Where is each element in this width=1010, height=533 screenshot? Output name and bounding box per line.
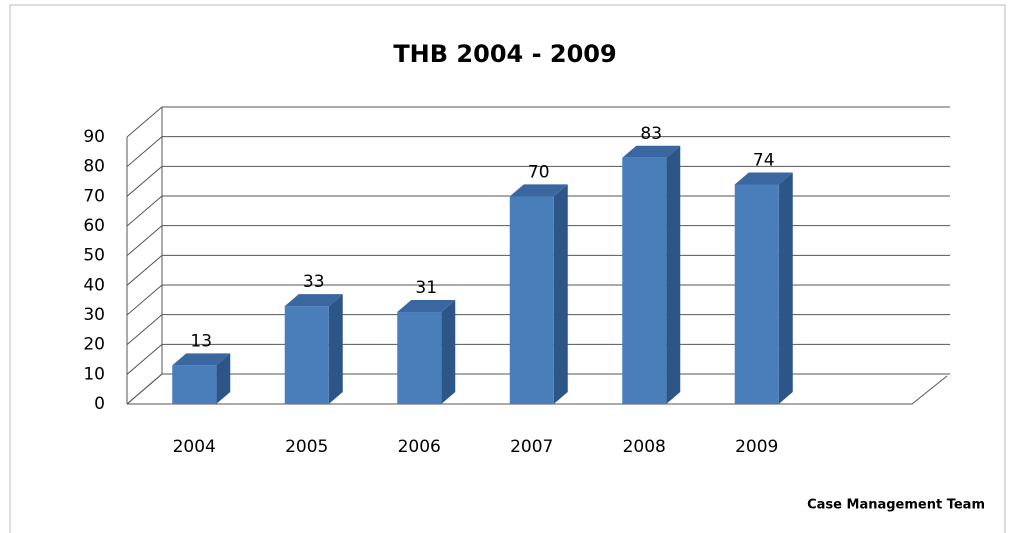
y-tick-label: 10: [83, 364, 105, 384]
y-tick-label: 60: [83, 216, 105, 236]
bar-top: [509, 184, 568, 197]
footer: Case Management Team: [807, 498, 985, 513]
y-tick-label: 70: [83, 186, 105, 206]
y-tick-label: 90: [83, 127, 105, 147]
grid-line: [126, 254, 950, 286]
bar-side: [553, 184, 568, 404]
bar-side: [441, 300, 456, 404]
x-tick-label: 2006: [398, 437, 441, 457]
bar-side: [328, 294, 343, 404]
bar-top: [622, 145, 681, 158]
data-label: 83: [640, 124, 662, 144]
bar: [734, 184, 779, 404]
bar: [509, 196, 554, 404]
bar-side: [666, 145, 681, 404]
grid-line: [126, 195, 950, 227]
x-tick-label: 2005: [285, 437, 328, 457]
bar: [172, 365, 217, 404]
bar: [284, 306, 329, 404]
data-label: 70: [528, 162, 550, 182]
y-tick-label: 0: [94, 394, 105, 414]
bar-top: [397, 300, 456, 313]
grid-line: [126, 343, 950, 375]
x-tick-label: 2008: [623, 437, 666, 457]
data-label: 33: [303, 272, 325, 292]
data-label: 31: [415, 278, 437, 298]
y-tick-label: 80: [83, 157, 105, 177]
bar-side: [216, 353, 231, 404]
grid-line: [126, 136, 950, 168]
x-tick-label: 2007: [510, 437, 553, 457]
grid-line: [126, 314, 950, 346]
data-label: 13: [190, 331, 212, 351]
y-tick-label: 20: [83, 335, 105, 355]
x-tick-label: 2009: [735, 437, 778, 457]
grid-line: [126, 373, 950, 405]
bar: [397, 312, 442, 404]
y-tick-label: 50: [83, 246, 105, 266]
grid-line: [126, 165, 950, 197]
data-label: 74: [753, 150, 775, 170]
grid-line: [126, 106, 950, 138]
bar-top: [284, 294, 343, 307]
bar: [622, 157, 667, 404]
chart-border: [9, 4, 1006, 533]
y-tick-label: 30: [83, 305, 105, 325]
chart-title: THB 2004 - 2009: [393, 40, 616, 68]
x-tick-label: 2004: [173, 437, 216, 457]
bar-top: [172, 353, 231, 366]
bar-side: [778, 172, 793, 404]
bar-top: [734, 172, 793, 185]
grid-line: [126, 225, 950, 257]
grid-line: [126, 284, 950, 316]
y-tick-label: 40: [83, 275, 105, 295]
